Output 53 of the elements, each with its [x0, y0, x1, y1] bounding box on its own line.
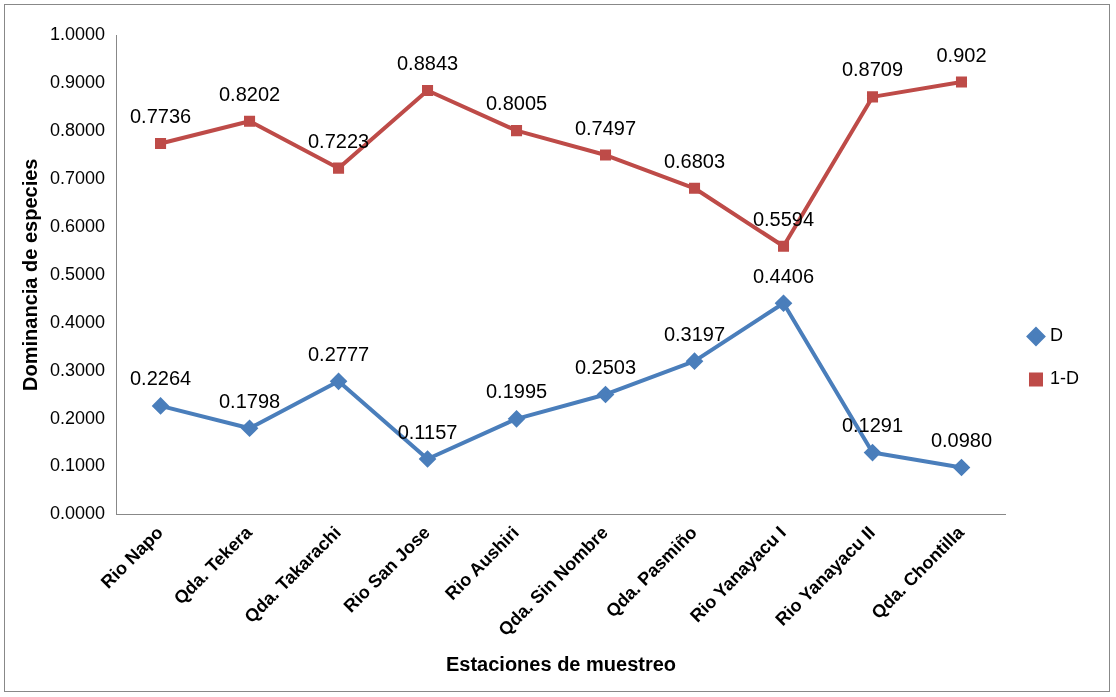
point: [953, 459, 970, 476]
point: [510, 125, 523, 137]
point: [686, 353, 703, 370]
point: [775, 295, 792, 312]
data-label: 0.8709: [841, 58, 904, 81]
y-tick-label: 0.4000: [49, 311, 106, 332]
y-tick-label: 0.2000: [49, 407, 106, 428]
data-label: 0.8202: [218, 82, 281, 105]
y-tick-label: 0.6000: [49, 215, 106, 236]
data-label: 0.2503: [574, 355, 637, 378]
y-axis-title: Dominancia de especies: [18, 158, 41, 391]
y-tick-label: 0.5000: [49, 263, 106, 284]
data-label: 0.8005: [485, 92, 548, 115]
data-label: 0.3197: [663, 322, 726, 345]
data-label: 0.7736: [129, 105, 192, 128]
point: [419, 451, 436, 467]
point: [508, 410, 525, 427]
legend-label: 1-D: [1050, 368, 1080, 389]
data-label: 0.2264: [129, 367, 192, 390]
data-label: 0.902: [936, 43, 987, 66]
point: [241, 420, 258, 437]
point: [597, 386, 614, 403]
data-label: 0.8843: [396, 51, 459, 74]
y-tick-label: 0.9000: [49, 71, 106, 92]
point: [155, 138, 167, 150]
data-label: 0.1798: [218, 389, 281, 412]
y-tick-label: 0.8000: [49, 119, 106, 140]
point: [955, 76, 968, 88]
point: [864, 444, 881, 461]
legend-label: D: [1050, 325, 1063, 346]
point: [688, 182, 701, 194]
point: [866, 91, 879, 103]
point: [330, 373, 347, 390]
point: [152, 397, 169, 414]
data-label: 0.1995: [485, 380, 548, 403]
data-label: 0.2777: [307, 342, 370, 365]
x-axis-title: Estaciones de muestreo: [445, 652, 677, 675]
data-label: 0.4406: [752, 264, 815, 287]
point: [777, 240, 790, 252]
point: [599, 149, 612, 161]
y-tick-label: 0.1000: [49, 455, 106, 476]
y-tick-label: 0.0000: [49, 503, 106, 524]
y-tick-label: 1.0000: [49, 23, 106, 44]
data-label: 0.7497: [574, 116, 637, 139]
point: [422, 84, 434, 97]
data-label: 0.0980: [930, 429, 993, 451]
data-label: 0.6803: [663, 149, 726, 172]
data-label: 0.7223: [307, 129, 370, 152]
point: [244, 115, 256, 127]
y-tick-label: 0.7000: [49, 167, 106, 188]
point: [333, 162, 345, 174]
data-label: 0.1157: [397, 420, 458, 443]
y-tick-label: 0.3000: [49, 359, 106, 380]
